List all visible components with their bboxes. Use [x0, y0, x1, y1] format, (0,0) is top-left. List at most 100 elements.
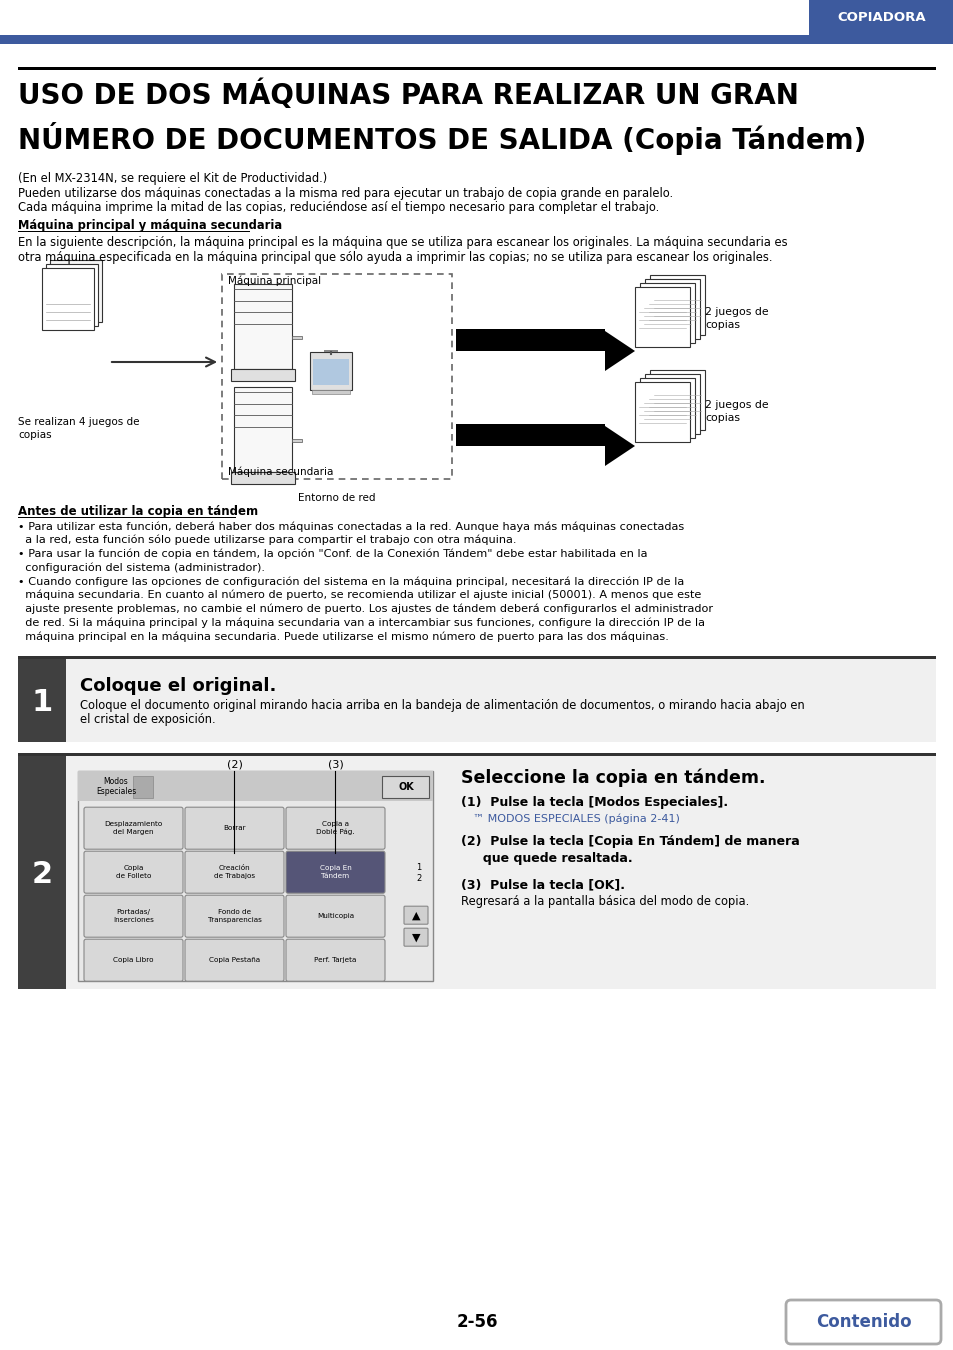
Text: COPIADORA: COPIADORA — [837, 11, 924, 24]
FancyBboxPatch shape — [649, 275, 704, 335]
Text: ▼: ▼ — [412, 933, 420, 942]
FancyBboxPatch shape — [231, 472, 294, 485]
Text: de red. Si la máquina principal y la máquina secundaria van a intercambiar sus f: de red. Si la máquina principal y la máq… — [18, 617, 704, 628]
Text: Máquina principal y máquina secundaria: Máquina principal y máquina secundaria — [18, 220, 282, 232]
Text: que quede resaltada.: que quede resaltada. — [460, 852, 632, 865]
FancyBboxPatch shape — [403, 906, 428, 925]
Text: Se realizan 4 juegos de
copias: Se realizan 4 juegos de copias — [18, 417, 139, 440]
Polygon shape — [604, 427, 635, 466]
Bar — [18, 659, 66, 742]
FancyBboxPatch shape — [644, 374, 700, 433]
FancyBboxPatch shape — [233, 284, 292, 369]
FancyBboxPatch shape — [231, 369, 294, 381]
Text: USO DE DOS MÁQUINAS PARA REALIZAR UN GRAN: USO DE DOS MÁQUINAS PARA REALIZAR UN GRA… — [18, 80, 798, 111]
Text: (2)  Pulse la tecla [Copia En Tándem] de manera: (2) Pulse la tecla [Copia En Tándem] de … — [460, 836, 799, 848]
Text: Pueden utilizarse dos máquinas conectadas a la misma red para ejecutar un trabaj: Pueden utilizarse dos máquinas conectada… — [18, 186, 673, 200]
FancyBboxPatch shape — [185, 895, 284, 937]
FancyBboxPatch shape — [785, 1300, 940, 1345]
Bar — [18, 756, 66, 990]
Text: NÚMERO DE DOCUMENTOS DE SALIDA (Copia Tándem): NÚMERO DE DOCUMENTOS DE SALIDA (Copia Tá… — [18, 122, 865, 155]
FancyBboxPatch shape — [84, 895, 183, 937]
FancyBboxPatch shape — [42, 269, 94, 329]
Bar — [0, 35, 953, 45]
FancyBboxPatch shape — [46, 265, 98, 325]
FancyBboxPatch shape — [286, 852, 385, 894]
Text: (En el MX-2314N, se requiere el Kit de Productividad.): (En el MX-2314N, se requiere el Kit de P… — [18, 171, 327, 185]
Text: Copia
de Folleto: Copia de Folleto — [115, 865, 151, 879]
Bar — [18, 66, 935, 70]
FancyBboxPatch shape — [313, 359, 349, 385]
Text: Antes de utilizar la copia en tándem: Antes de utilizar la copia en tándem — [18, 505, 258, 518]
Text: Portadas/
Inserciones: Portadas/ Inserciones — [113, 910, 153, 923]
Text: • Para utilizar esta función, deberá haber dos máquinas conectadas a la red. Aun: • Para utilizar esta función, deberá hab… — [18, 521, 683, 532]
FancyBboxPatch shape — [286, 895, 385, 937]
FancyBboxPatch shape — [78, 771, 433, 981]
Text: Multicopia: Multicopia — [316, 913, 354, 919]
Bar — [18, 656, 935, 659]
FancyBboxPatch shape — [456, 424, 604, 446]
Bar — [66, 659, 935, 742]
FancyBboxPatch shape — [635, 382, 689, 441]
Bar — [808, 0, 953, 35]
Text: 2 juegos de
copias: 2 juegos de copias — [704, 306, 768, 331]
Text: 1
2: 1 2 — [416, 864, 421, 883]
Text: Seleccione la copia en tándem.: Seleccione la copia en tándem. — [460, 768, 764, 787]
Text: 2-56: 2-56 — [456, 1314, 497, 1331]
Bar — [66, 756, 935, 990]
Bar — [78, 771, 433, 801]
Text: Copia Libro: Copia Libro — [113, 957, 153, 963]
FancyBboxPatch shape — [286, 940, 385, 981]
FancyBboxPatch shape — [185, 852, 284, 894]
FancyBboxPatch shape — [132, 776, 152, 798]
Text: En la siguiente descripción, la máquina principal es la máquina que se utiliza p: En la siguiente descripción, la máquina … — [18, 236, 787, 248]
Text: ™ MODOS ESPECIALES (página 2-41): ™ MODOS ESPECIALES (página 2-41) — [473, 813, 679, 823]
Text: otra máquina especificada en la máquina principal que sólo ayuda a imprimir las : otra máquina especificada en la máquina … — [18, 251, 772, 263]
Text: ajuste presente problemas, no cambie el número de puerto. Los ajustes de tándem : ajuste presente problemas, no cambie el … — [18, 603, 712, 614]
Text: Copia En
Tándem: Copia En Tándem — [319, 865, 351, 879]
Text: 1: 1 — [31, 687, 52, 717]
FancyBboxPatch shape — [185, 807, 284, 849]
Text: Contenido: Contenido — [815, 1314, 910, 1331]
FancyBboxPatch shape — [292, 439, 302, 443]
FancyBboxPatch shape — [324, 350, 337, 352]
FancyBboxPatch shape — [84, 852, 183, 894]
FancyBboxPatch shape — [286, 807, 385, 849]
FancyBboxPatch shape — [312, 390, 350, 394]
FancyBboxPatch shape — [639, 378, 695, 437]
FancyBboxPatch shape — [649, 370, 704, 431]
FancyBboxPatch shape — [84, 940, 183, 981]
Text: 2 juegos de
copias: 2 juegos de copias — [704, 400, 768, 423]
FancyBboxPatch shape — [84, 807, 183, 849]
Text: máquina principal en la máquina secundaria. Puede utilizarse el mismo número de : máquina principal en la máquina secundar… — [18, 632, 668, 641]
Text: Entorno de red: Entorno de red — [298, 493, 375, 504]
Text: Coloque el documento original mirando hacia arriba en la bandeja de alimentación: Coloque el documento original mirando ha… — [80, 699, 804, 713]
FancyBboxPatch shape — [233, 387, 292, 472]
Text: ▲: ▲ — [412, 910, 420, 921]
Text: el cristal de exposición.: el cristal de exposición. — [80, 713, 215, 726]
FancyBboxPatch shape — [639, 284, 695, 343]
Text: máquina secundaria. En cuanto al número de puerto, se recomienda utilizar el aju: máquina secundaria. En cuanto al número … — [18, 590, 700, 601]
Text: Regresará a la pantalla básica del modo de copia.: Regresará a la pantalla básica del modo … — [460, 895, 748, 909]
FancyBboxPatch shape — [310, 352, 352, 390]
Text: 2: 2 — [31, 860, 52, 888]
Text: • Para usar la función de copia en tándem, la opción "Conf. de la Conexión Tánde: • Para usar la función de copia en tánde… — [18, 548, 647, 559]
Text: Fondo de
Transparencias: Fondo de Transparencias — [208, 910, 261, 923]
Text: (1)  Pulse la tecla [Modos Especiales].: (1) Pulse la tecla [Modos Especiales]. — [460, 796, 727, 809]
FancyBboxPatch shape — [50, 261, 102, 323]
Text: configuración del sistema (administrador).: configuración del sistema (administrador… — [18, 563, 265, 572]
Text: (3): (3) — [327, 759, 343, 769]
Text: (2): (2) — [226, 759, 242, 769]
Text: a la red, esta función sólo puede utilizarse para compartir el trabajo con otra : a la red, esta función sólo puede utiliz… — [18, 535, 516, 545]
Text: • Cuando configure las opciones de configuración del sistema en la máquina princ: • Cuando configure las opciones de confi… — [18, 576, 683, 587]
FancyBboxPatch shape — [292, 336, 302, 339]
Text: OK: OK — [397, 782, 414, 792]
FancyBboxPatch shape — [635, 288, 689, 347]
Text: Desplazamiento
del Margen: Desplazamiento del Margen — [104, 821, 162, 834]
FancyBboxPatch shape — [185, 940, 284, 981]
Text: Copia Pestaña: Copia Pestaña — [209, 957, 260, 963]
Text: (3)  Pulse la tecla [OK].: (3) Pulse la tecla [OK]. — [460, 879, 624, 891]
Polygon shape — [604, 331, 635, 371]
Text: Máquina secundaria: Máquina secundaria — [228, 467, 333, 477]
Text: Perf. Tarjeta: Perf. Tarjeta — [314, 957, 356, 963]
Text: Creación
de Trabajos: Creación de Trabajos — [213, 865, 254, 879]
